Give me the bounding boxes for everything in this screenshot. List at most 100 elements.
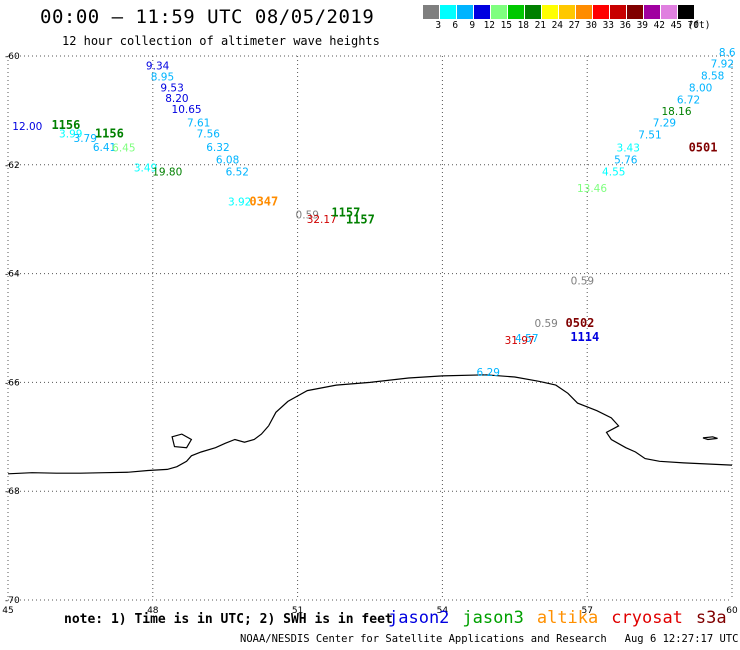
wave-height-label: 8.6 [719, 47, 736, 59]
legend-item-altika: altika [536, 608, 599, 628]
footer-credit: NOAA/NESDIS Center for Satellite Applica… [240, 633, 607, 645]
wave-height-label: 18.16 [661, 106, 691, 118]
wave-height-label: 8.95 [151, 71, 174, 83]
coastline-east [268, 374, 733, 466]
color-swatch [423, 5, 440, 19]
lat-tick-label: -64 [5, 270, 20, 280]
coastline-island [702, 436, 718, 441]
color-scale-unit: (ft) [687, 20, 711, 31]
wave-height-label: 32.17 [307, 214, 337, 226]
wave-height-label: 6.45 [112, 143, 135, 155]
color-scale-bar [423, 5, 695, 19]
color-swatch [542, 5, 559, 19]
color-swatch [644, 5, 661, 19]
wave-height-label: 7.92 [711, 58, 734, 70]
color-scale-label: 3 [435, 20, 442, 31]
wave-height-label: 5.76 [614, 155, 638, 167]
footer: NOAA/NESDIS Center for Satellite Applica… [240, 633, 740, 645]
page-title: 00:00 — 11:59 UTC 08/05/2019 [40, 6, 375, 28]
color-scale-label: 33 [602, 20, 615, 31]
pass-time-label: 1156 [51, 118, 80, 132]
wave-height-label: 19.80 [152, 167, 182, 179]
color-scale-label: 36 [619, 20, 632, 31]
lat-tick-label: -60 [5, 52, 20, 62]
wave-height-label: 6.52 [226, 167, 249, 179]
wave-height-label: 7.29 [653, 118, 676, 130]
coastline-island [171, 433, 193, 449]
lat-tick-label: -68 [5, 487, 20, 497]
color-swatch [457, 5, 474, 19]
axis-tick-labels: 45 48 51 54 57 60 -60 -62 -64 -66 -68 -70 [2, 52, 738, 616]
wave-height-label: 8.58 [701, 70, 724, 82]
wave-height-label: 3.99 [59, 129, 82, 141]
wave-height-label: 7.56 [197, 129, 221, 141]
footer-timestamp: Aug 6 12:27:17 UTC 2019 [624, 633, 740, 645]
lat-tick-label: -70 [5, 596, 20, 606]
satellite-legend: jason2 jason3 altika cryosat s3a [388, 608, 727, 628]
pass-time-label: 1114 [570, 330, 599, 344]
color-scale-label: 30 [585, 20, 598, 31]
lon-tick-label: 51 [292, 606, 303, 616]
pass-time-label: 0501 [689, 141, 718, 155]
wave-height-label: 4.55 [602, 167, 625, 179]
color-swatch [491, 5, 508, 19]
units-note: note: 1) Time is in UTC; 2) SWH is in fe… [64, 612, 393, 627]
pass-time-label: 1157 [331, 205, 360, 219]
color-swatch [508, 5, 525, 19]
pass-time-label: 0347 [249, 195, 278, 209]
color-scale-label: 9 [469, 20, 476, 31]
wave-height-label: 9.53 [160, 82, 183, 94]
color-scale-label: 6 [452, 20, 459, 31]
color-scale-label: 12 [483, 20, 496, 31]
wave-height-label: 6.32 [206, 142, 229, 154]
wave-height-label: 8.00 [689, 82, 712, 94]
wave-height-label: 0.59 [296, 210, 319, 222]
antarctic-coastline [7, 374, 733, 475]
wave-height-label: 3.43 [617, 143, 640, 155]
page-subtitle: 12 hour collection of altimeter wave hei… [62, 34, 380, 48]
color-scale-label: 24 [551, 20, 564, 31]
color-swatch [593, 5, 610, 19]
color-swatch [661, 5, 678, 19]
color-scale-label: 18 [517, 20, 530, 31]
wave-height-label: 13.46 [577, 183, 607, 195]
color-swatch [627, 5, 644, 19]
wave-height-label: 3.92 [228, 197, 251, 209]
wave-height-label: 7.61 [187, 118, 210, 130]
color-swatch [474, 5, 491, 19]
color-swatch [576, 5, 593, 19]
legend-item-jason2: jason2 [388, 608, 450, 628]
color-scale-label: 27 [568, 20, 581, 31]
color-swatch [525, 5, 542, 19]
wave-height-label: 10.65 [172, 104, 202, 116]
lon-tick-label: 45 [2, 606, 13, 616]
wave-height-label: 4.57 [515, 333, 538, 345]
color-swatch [610, 5, 627, 19]
wave-height-label: 8.20 [165, 93, 188, 105]
wave-height-label: 6.08 [216, 155, 239, 167]
color-swatch [559, 5, 576, 19]
legend-item-jason3: jason3 [462, 608, 524, 628]
wave-height-label: 3.79 [74, 133, 97, 145]
lon-tick-label: 54 [437, 606, 449, 616]
color-swatch [678, 5, 695, 19]
wave-height-label: 9.34 [146, 61, 170, 73]
color-scale-label: 15 [500, 20, 513, 31]
wave-height-label: 12.00 [12, 121, 42, 133]
coastline-west [7, 425, 270, 475]
pass-time-label: 1156 [95, 127, 124, 141]
lat-tick-label: -66 [5, 378, 20, 388]
lon-tick-label: 57 [581, 606, 592, 616]
lon-tick-label: 48 [147, 606, 159, 616]
wave-height-label: 6.41 [93, 142, 116, 154]
wave-height-label: 7.51 [638, 130, 661, 142]
legend-item-cryosat: cryosat [611, 608, 683, 628]
pass-time-label: 0502 [566, 316, 595, 330]
color-scale-label: 42 [653, 20, 666, 31]
color-swatch [440, 5, 457, 19]
color-scale-label: 45 [670, 20, 683, 31]
